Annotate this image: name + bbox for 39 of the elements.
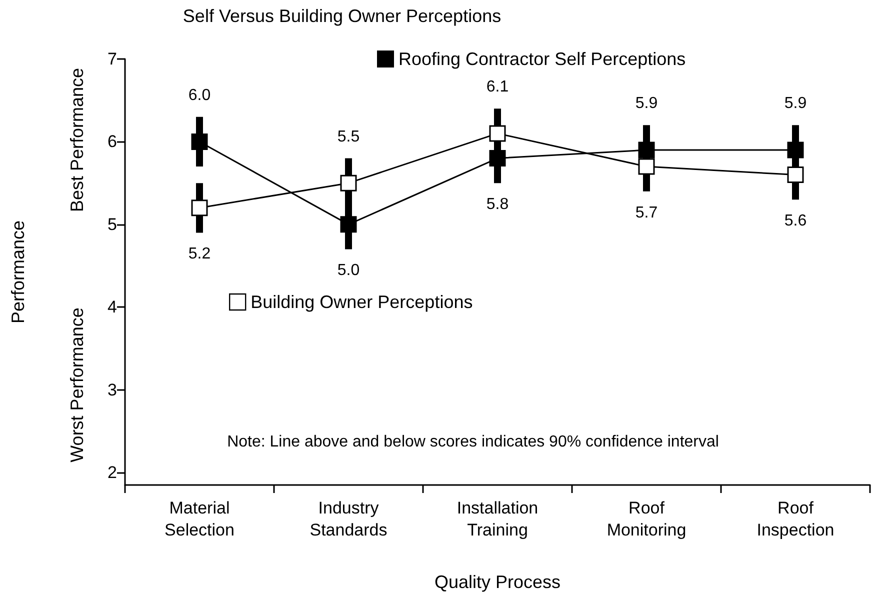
x-tick-label: Industry Standards xyxy=(310,498,388,540)
point xyxy=(489,150,506,167)
point xyxy=(340,174,357,192)
data-label: 5.6 xyxy=(784,212,807,230)
chart-title: Self Versus Building Owner Perceptions xyxy=(182,6,502,26)
data-label: 5.7 xyxy=(635,204,658,222)
legend-label: Building Owner Perceptions xyxy=(250,292,473,312)
x-tick-label: Roof Monitoring xyxy=(606,498,686,540)
y-axis-title: Performance xyxy=(8,220,28,324)
y-tick-label: 4 xyxy=(108,298,117,317)
point xyxy=(191,200,208,216)
y-tick-label: 6 xyxy=(108,132,117,152)
text: Best Performance xyxy=(67,68,87,212)
point xyxy=(787,142,804,158)
data-label: 5.9 xyxy=(784,95,807,112)
data-label: 6.0 xyxy=(188,86,211,104)
x-axis-title: Quality Process xyxy=(434,572,561,592)
data-label: 5.5 xyxy=(337,128,360,146)
y-tick-label: 3 xyxy=(108,380,117,400)
x-tick-label: Material Selection xyxy=(164,498,234,540)
y-tick-label: 5 xyxy=(108,214,117,234)
x-tick-label: Installation Training xyxy=(456,498,538,540)
point xyxy=(340,216,357,233)
data-label: 5.2 xyxy=(188,246,211,263)
legend-label: Roofing Contractor Self Perceptions xyxy=(398,49,686,69)
text: Worst Performance xyxy=(67,308,87,462)
y-tick-label: 2 xyxy=(108,463,117,482)
point xyxy=(638,142,655,158)
y-tick-label: 7 xyxy=(108,50,117,68)
data-label: 5.9 xyxy=(635,95,658,112)
point xyxy=(638,158,655,175)
x-tick-label: Roof Inspection xyxy=(756,498,834,540)
data-label: 5.0 xyxy=(337,262,360,280)
point xyxy=(191,133,208,150)
data-label: 5.8 xyxy=(486,196,509,214)
annotation: Note: Line above and below scores indicates 90% confidence interval xyxy=(227,434,719,450)
data-label: 6.1 xyxy=(486,78,509,96)
point xyxy=(787,166,804,184)
point xyxy=(489,125,506,142)
